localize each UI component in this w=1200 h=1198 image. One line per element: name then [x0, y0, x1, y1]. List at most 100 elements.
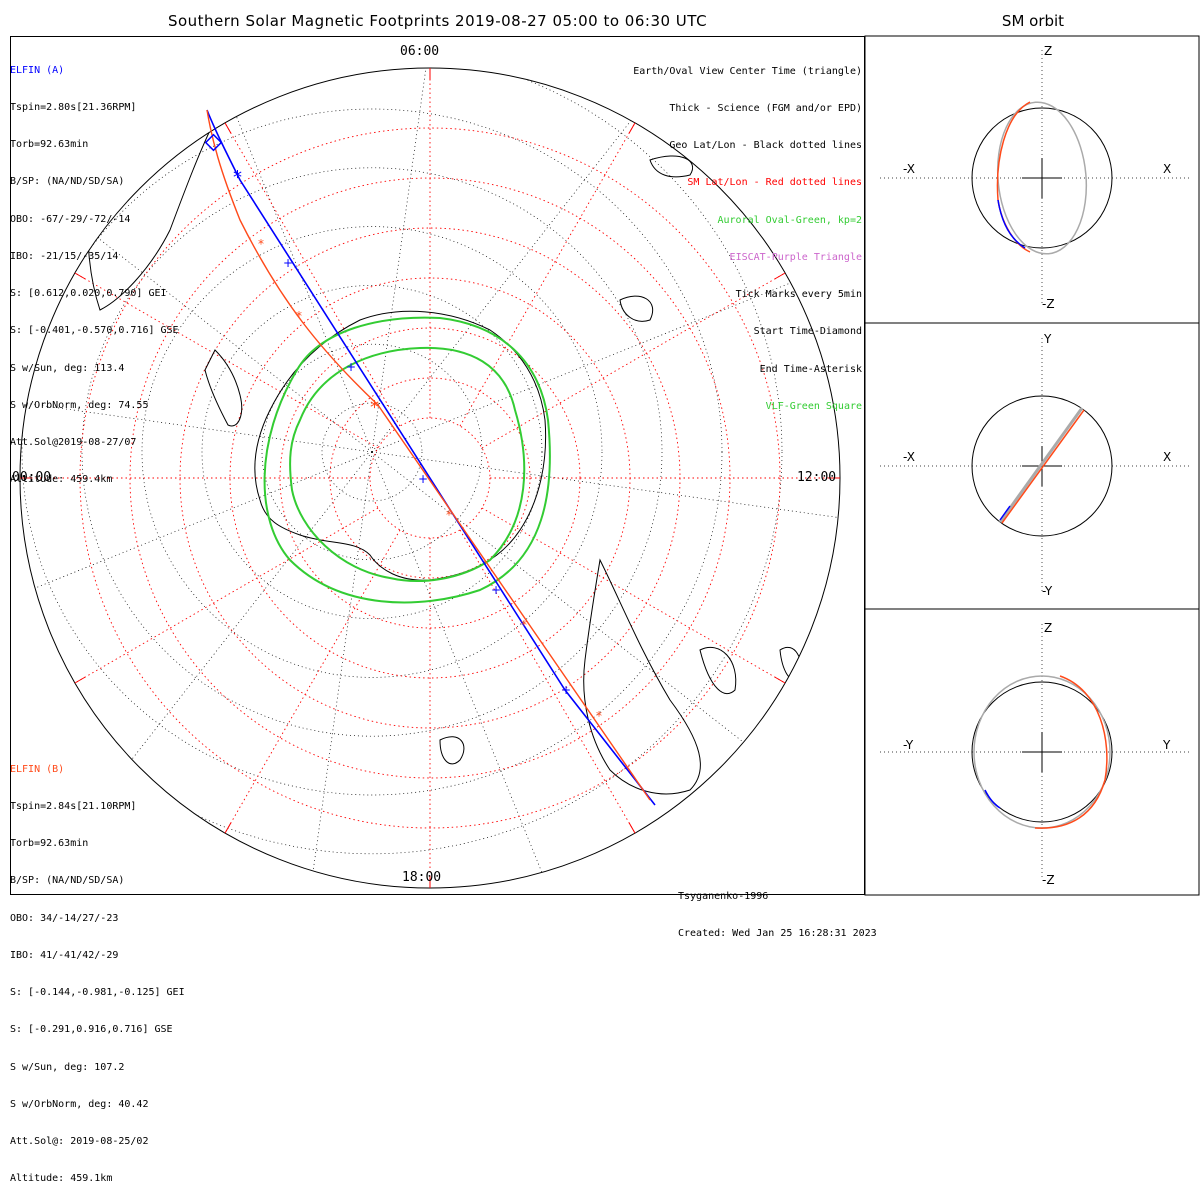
sm-longitude-line — [224, 122, 401, 427]
sm-orbit-plots — [880, 50, 1192, 880]
sm2-bottom-label: -Y — [1042, 584, 1053, 598]
geo-latitude-circle — [81, 167, 663, 737]
elfin-a-line: Torb=92.63min — [10, 139, 89, 151]
legend-item: Geo Lat/Lon - Black dotted lines — [669, 140, 862, 152]
mlt-tick — [74, 272, 86, 280]
elfin-a-line: S: [-0.401,-0.570,0.716] GSE — [10, 325, 179, 337]
elfin-b-tick-mark: * — [258, 237, 264, 251]
legend-item: End Time-Asterisk — [759, 363, 862, 375]
geo-longitude-line — [176, 68, 373, 453]
elfin-a-tick-mark: + — [418, 472, 428, 486]
coastline — [204, 349, 243, 427]
elfin-a-line: B/SP: (NA/ND/SD/SA) — [10, 176, 125, 188]
footer: Tsyganenko-1996 Created: Wed Jan 25 16:2… — [678, 866, 877, 953]
elfin-b-line: OBO: 34/-14/27/-23 — [10, 912, 119, 924]
created-label: Created: Wed Jan 25 16:28:31 2023 — [678, 928, 877, 940]
sm2-left-label: -X — [903, 450, 915, 464]
sm1-top-label: Z — [1044, 44, 1053, 58]
geo-longitude-line — [51, 451, 373, 862]
sm2-top-label: Y — [1044, 332, 1052, 346]
sm3-bottom-label: -Z — [1042, 873, 1055, 887]
orbit-elfin-a — [997, 199, 1026, 249]
coastline — [819, 697, 840, 726]
sm1-bottom-label: -Z — [1042, 297, 1055, 311]
elfin-a-end-asterisk: * — [233, 167, 242, 188]
legend-item: Auroral Oval-Green, kp=2 — [717, 214, 863, 226]
mlt-tick — [224, 122, 232, 134]
geo-longitude-line — [371, 68, 445, 453]
geo-longitude-line — [20, 131, 373, 453]
mlt-label-right: 12:00 — [797, 470, 837, 485]
mlt-label-top: 06:00 — [400, 44, 440, 59]
mlt-label-bottom: 18:00 — [402, 870, 442, 885]
elfin-a-line: S w/OrbNorm, deg: 74.55 — [10, 399, 149, 411]
mlt-tick — [224, 822, 232, 834]
sm1-left-label: -X — [903, 162, 915, 176]
legend-item: Start Time-Diamond — [753, 326, 862, 338]
elfin-a-track — [206, 109, 656, 806]
elfin-b-tick-mark: * — [596, 709, 602, 723]
elfin-b-track — [206, 109, 651, 801]
elfin-a-line: S: [0.612,0.020,0.790] GEI — [10, 288, 167, 300]
elfin-b-info: ELFIN (B) Tspin=2.84s[21.10RPM] Torb=92.… — [10, 739, 185, 1198]
mlt-tick — [628, 822, 636, 834]
elfin-a-tick-mark: + — [561, 683, 571, 697]
sm-longitude-line — [459, 529, 636, 834]
sm3-top-label: Z — [1044, 621, 1053, 635]
geo-longitude-line — [299, 451, 373, 888]
sm-panels-frame — [864, 35, 1200, 896]
legend: Earth/Oval View Center Time (triangle) T… — [633, 41, 862, 426]
mlt-label-left: 00:00 — [12, 470, 52, 485]
footprint-tracks: * * + + + + + * * * * * — [204, 109, 656, 806]
elfin-b-line: Tspin=2.84s[21.10RPM] — [10, 801, 137, 813]
auroral-oval — [263, 316, 551, 604]
elfin-a-line: Altitude: 459.4km — [10, 474, 113, 486]
sm1-right-label: X — [1163, 162, 1172, 176]
coastline — [439, 736, 465, 765]
elfin-a-tick-mark: + — [346, 360, 356, 374]
elfin-b-name: ELFIN (B) — [10, 763, 65, 775]
legend-item: SM Lat/Lon - Red dotted lines — [687, 177, 862, 189]
elfin-a-tick-mark: + — [491, 583, 501, 597]
legend-item: VLF-Green Square — [765, 400, 862, 412]
orbit-elfin-b — [996, 101, 1031, 253]
orbit-elfin-b — [1001, 409, 1085, 524]
geo-longitude-line — [371, 68, 693, 453]
polar-map: * * + + + + + * * * * * — [19, 67, 841, 889]
geo-longitude-line — [20, 379, 373, 453]
sm-latitude-circle — [329, 377, 531, 579]
geo-latitude-circle — [20, 68, 783, 855]
coastline — [583, 558, 701, 795]
elfin-b-tick-mark: * — [296, 309, 302, 323]
sm-longitude-line — [224, 529, 401, 834]
geo-latitude-circle — [141, 226, 603, 678]
sm-latitude-circle — [79, 127, 781, 829]
sm2-right-label: X — [1163, 450, 1172, 464]
geo-latitude-circle — [261, 343, 483, 561]
elfin-b-line: S: [-0.291,0.916,0.716] GSE — [10, 1024, 173, 1036]
elfin-b-line: S: [-0.144,-0.981,-0.125] GEI — [10, 987, 185, 999]
mlt-tick — [628, 122, 636, 134]
elfin-a-line: Tspin=2.80s[21.36RPM] — [10, 102, 137, 114]
legend-item: Tick Marks every 5min — [735, 289, 862, 301]
elfin-b-line: S w/Sun, deg: 107.2 — [10, 1061, 125, 1073]
elfin-a-tick-mark: + — [283, 256, 293, 270]
coastline — [619, 295, 654, 322]
geo-longitude-line — [20, 451, 373, 648]
plot-title: Southern Solar Magnetic Footprints 2019-… — [167, 12, 708, 30]
coastline — [779, 647, 802, 682]
sm-longitude-line — [459, 122, 636, 427]
orbit-gray — [998, 407, 1084, 523]
elfin-b-tick-mark: * — [446, 508, 452, 522]
elfin-a-start-diamond — [204, 133, 223, 152]
coastline — [699, 646, 737, 695]
geo-longitude-line — [371, 451, 568, 888]
geo-latitude-circle — [321, 402, 423, 502]
elfin-a-name: ELFIN (A) — [10, 64, 65, 76]
orbit-elfin-b — [1034, 675, 1108, 829]
coastline — [649, 155, 693, 178]
geo-longitude-line — [371, 451, 782, 773]
elfin-b-end-asterisk: * — [370, 397, 379, 418]
elfin-b-line: IBO: 41/-41/42/-29 — [10, 949, 119, 961]
footprint-map: * * + + + + + * * * * * — [19, 35, 1200, 896]
